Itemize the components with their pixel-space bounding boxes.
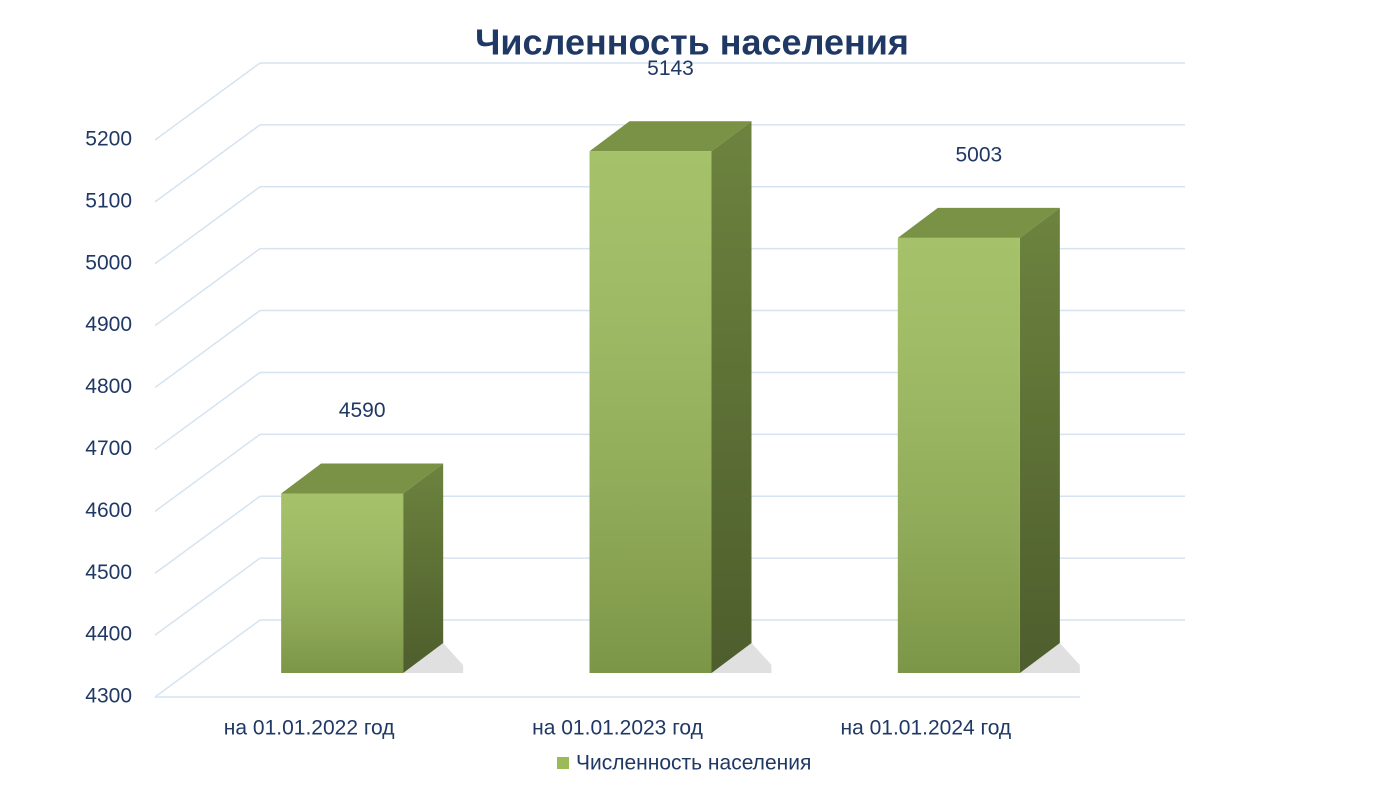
y-tick-label: 4400: [85, 623, 132, 646]
bar-top: [897, 207, 1060, 238]
bar-top-shade: [589, 121, 752, 152]
y-tick-label: 4900: [85, 313, 132, 336]
chart-title: Численность населения: [475, 22, 909, 63]
bar-top-shade: [897, 207, 1060, 238]
value-label: 5003: [955, 143, 1002, 166]
grid-line: [154, 433, 261, 512]
grid-line: [154, 248, 261, 327]
grid-line: [154, 557, 261, 636]
bar-shade: [897, 237, 1020, 673]
grid-line: [154, 495, 261, 574]
y-tick-label: 5100: [85, 189, 132, 212]
y-tick-label: 5000: [85, 251, 132, 274]
bar-shade: [281, 493, 404, 673]
x-tick-label: на 01.01.2024 год: [840, 717, 1011, 740]
grid-line: [154, 309, 261, 389]
bar-side-shade: [711, 121, 752, 673]
bar-shade: [589, 151, 712, 673]
grid-line: [154, 62, 261, 141]
grid-line: [154, 619, 261, 698]
grid-line: [154, 124, 261, 203]
y-tick-label: 4600: [85, 499, 132, 522]
bar-top-shade: [281, 463, 444, 494]
legend-swatch: [557, 757, 569, 769]
value-label: 5143: [647, 57, 694, 80]
y-tick-label: 5200: [85, 128, 132, 151]
bar-top: [281, 463, 444, 494]
value-label: 4590: [339, 399, 386, 422]
bar-side-shade: [1019, 207, 1060, 673]
y-tick-label: 4700: [85, 437, 132, 460]
y-tick-label: 4300: [85, 685, 132, 708]
bar-top: [589, 121, 752, 152]
legend-label: Численность населения: [576, 752, 811, 775]
y-tick-label: 4500: [85, 561, 132, 584]
grid-line: [154, 186, 261, 265]
y-tick-label: 4800: [85, 375, 132, 398]
x-tick-label: на 01.01.2022 год: [224, 717, 395, 740]
bar-side-shade: [403, 463, 444, 673]
grid-line: [154, 371, 261, 451]
x-tick-label: на 01.01.2023 год: [532, 717, 703, 740]
